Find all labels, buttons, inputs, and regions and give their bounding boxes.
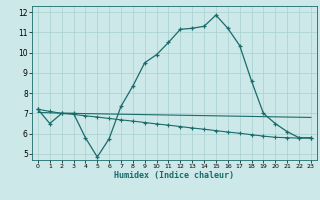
X-axis label: Humidex (Indice chaleur): Humidex (Indice chaleur)	[115, 171, 234, 180]
